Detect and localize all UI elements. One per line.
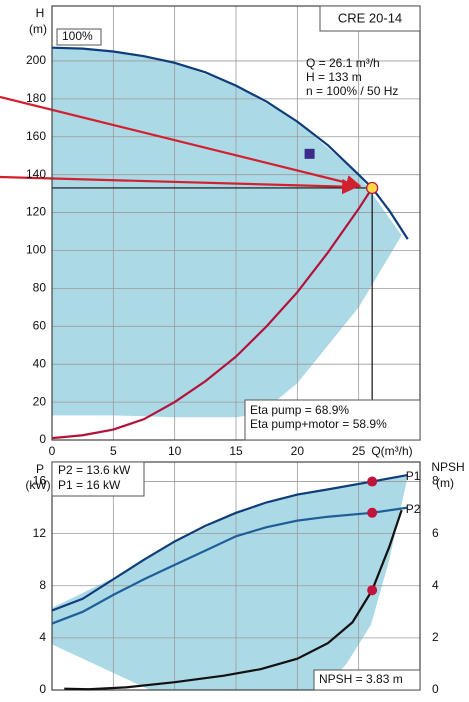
label-box xyxy=(51,461,145,497)
annotation: n = 100% / 50 Hz xyxy=(306,84,398,98)
y2-tick-label: 0 xyxy=(432,682,439,696)
y2-tick-label: 8 xyxy=(432,474,439,488)
y-tick-label: 0 xyxy=(39,432,46,446)
plot-frame xyxy=(51,461,421,691)
annotation: P1 = 16 kW xyxy=(58,478,121,492)
efficiency: Eta pump = 68.9% xyxy=(250,403,349,417)
npsh-label: NPSH = 3.83 m xyxy=(319,672,403,686)
chart-title: CRE 20-14 xyxy=(338,10,402,25)
plot-frame xyxy=(51,5,421,441)
operating-point xyxy=(367,476,378,487)
y2-axis-label: NPSH xyxy=(431,460,464,474)
y-tick-label: 80 xyxy=(33,281,47,295)
curve xyxy=(51,473,408,612)
x-axis-label: Q(m³/h) xyxy=(371,444,412,458)
y2-tick-label: 6 xyxy=(432,526,439,540)
marker xyxy=(304,148,315,159)
y-axis-label: P xyxy=(36,462,44,476)
curve-name: P1 xyxy=(406,469,421,483)
y2-tick-label: 4 xyxy=(432,578,439,592)
y-tick-label: 100 xyxy=(26,243,46,257)
y-tick-label: 16 xyxy=(33,474,47,488)
y-tick-label: 140 xyxy=(26,167,46,181)
y-tick-label: 0 xyxy=(39,682,46,696)
curve xyxy=(64,509,403,691)
y-tick-label: 200 xyxy=(26,53,46,67)
label-box xyxy=(244,399,421,441)
y-axis-unit: (kW) xyxy=(25,478,50,492)
x-tick-label: 10 xyxy=(168,444,182,458)
operating-point xyxy=(367,585,378,596)
x-tick-label: 25 xyxy=(352,444,366,458)
x-tick-label: 0 xyxy=(49,444,56,458)
arrow xyxy=(0,95,362,191)
operating-point xyxy=(367,507,378,518)
y-tick-label: 4 xyxy=(39,630,46,644)
curve-name: P2 xyxy=(406,502,421,516)
arrow xyxy=(0,175,358,195)
y-tick-label: 180 xyxy=(26,91,46,105)
annotation: H = 133 m xyxy=(306,70,362,84)
y-tick-label: 12 xyxy=(33,526,47,540)
y-tick-label: 8 xyxy=(39,578,46,592)
label-box xyxy=(56,28,102,46)
y-tick-label: 120 xyxy=(26,205,46,219)
annotation: P2 = 13.6 kW xyxy=(58,463,131,477)
y-tick-label: 60 xyxy=(33,318,47,332)
efficiency: Eta pump+motor = 58.9% xyxy=(250,417,387,431)
operating-area xyxy=(52,47,402,418)
annotation: Q = 26.1 m³/h xyxy=(306,56,380,70)
x-tick-label: 5 xyxy=(110,444,117,458)
y-tick-label: 20 xyxy=(33,394,47,408)
y-tick-label: 40 xyxy=(33,356,47,370)
x-tick-label: 20 xyxy=(291,444,305,458)
label-box xyxy=(319,5,421,32)
y-axis-unit: (m) xyxy=(29,22,47,36)
duty-point xyxy=(366,181,379,195)
y2-tick-label: 2 xyxy=(432,630,439,644)
y-axis-label: H xyxy=(36,6,45,20)
y-tick-label: 160 xyxy=(26,129,46,143)
curve xyxy=(51,187,374,440)
operating-area xyxy=(52,476,408,690)
y2-axis-unit: (m) xyxy=(436,476,454,490)
curve xyxy=(51,506,408,625)
x-tick-label: 15 xyxy=(229,444,243,458)
label-box xyxy=(313,669,421,691)
curve-name: 100% xyxy=(62,29,93,43)
